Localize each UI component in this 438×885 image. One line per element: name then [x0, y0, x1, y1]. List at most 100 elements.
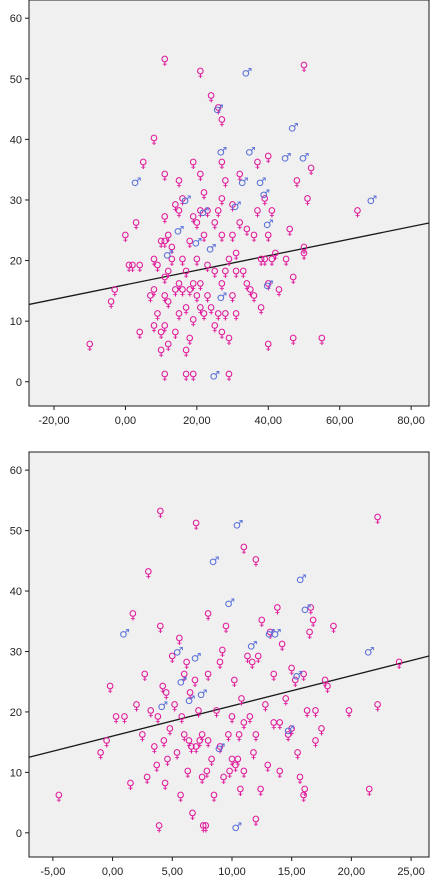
female-sign-icon: ♀ — [275, 765, 284, 779]
female-sign-icon: ♀ — [307, 163, 316, 177]
female-sign-icon: ♀ — [150, 254, 159, 268]
female-sign-icon: ♀ — [271, 248, 280, 262]
female-sign-icon: ♀ — [168, 651, 177, 665]
female-sign-icon: ♀ — [189, 211, 198, 225]
y-tick-label: 30 — [10, 646, 22, 658]
female-sign-icon: ♀ — [189, 278, 198, 292]
female-sign-icon: ♀ — [204, 608, 213, 622]
female-sign-icon: ♀ — [185, 332, 194, 346]
female-sign-icon: ♀ — [120, 711, 129, 725]
female-sign-icon: ♀ — [250, 229, 259, 243]
plot-area — [28, 451, 430, 858]
female-sign-icon: ♀ — [239, 266, 248, 280]
female-sign-icon: ♀ — [240, 765, 249, 779]
female-sign-icon: ♀ — [102, 735, 111, 749]
female-sign-icon: ♀ — [267, 205, 276, 219]
female-sign-icon: ♀ — [236, 784, 245, 798]
x-tick-label: 20,00 — [183, 415, 211, 427]
female-sign-icon: ♀ — [196, 278, 205, 292]
female-sign-icon: ♀ — [157, 235, 166, 249]
female-sign-icon: ♀ — [150, 320, 159, 334]
female-sign-icon: ♀ — [203, 260, 212, 274]
female-sign-icon: ♀ — [217, 114, 226, 128]
male-sign-icon: ♂ — [259, 187, 270, 201]
female-sign-icon: ♀ — [214, 102, 223, 116]
male-sign-icon: ♂ — [215, 741, 226, 755]
female-sign-icon: ♀ — [292, 175, 301, 189]
female-sign-icon: ♀ — [143, 771, 152, 785]
female-sign-icon: ♀ — [160, 272, 169, 286]
female-sign-icon: ♀ — [269, 669, 278, 683]
y-tick-label: 0 — [16, 377, 22, 389]
female-sign-icon: ♀ — [160, 290, 169, 304]
female-sign-icon: ♀ — [171, 326, 180, 340]
female-sign-icon: ♀ — [228, 199, 237, 213]
female-sign-icon: ♀ — [132, 699, 141, 713]
female-sign-icon: ♀ — [222, 620, 231, 634]
female-sign-icon: ♀ — [311, 735, 320, 749]
female-sign-icon: ♀ — [150, 132, 159, 146]
female-sign-icon: ♀ — [167, 241, 176, 255]
female-sign-icon: ♀ — [285, 223, 294, 237]
male-sign-icon: ♂ — [366, 193, 377, 207]
female-sign-icon: ♀ — [261, 699, 270, 713]
male-sign-icon: ♂ — [281, 151, 292, 165]
female-sign-icon: ♀ — [242, 278, 251, 292]
female-sign-icon: ♀ — [160, 169, 169, 183]
y-tick-label: 20 — [10, 707, 22, 719]
male-sign-icon: ♂ — [284, 723, 295, 737]
female-sign-icon: ♀ — [293, 747, 302, 761]
female-sign-icon: ♀ — [260, 193, 269, 207]
y-tick-label: 50 — [10, 74, 22, 86]
female-sign-icon: ♀ — [185, 235, 194, 249]
female-sign-icon: ♀ — [121, 229, 130, 243]
female-sign-icon: ♀ — [246, 284, 255, 298]
male-sign-icon: ♂ — [292, 669, 303, 683]
female-sign-icon: ♀ — [309, 614, 318, 628]
female-sign-icon: ♀ — [219, 771, 228, 785]
female-sign-icon: ♀ — [157, 344, 166, 358]
female-sign-icon: ♀ — [203, 765, 212, 779]
male-sign-icon: ♂ — [238, 175, 249, 189]
male-sign-icon: ♂ — [209, 554, 220, 568]
x-tick-label: -5,00 — [40, 866, 65, 878]
female-sign-icon: ♀ — [195, 735, 204, 749]
female-sign-icon: ♀ — [128, 260, 137, 274]
female-sign-icon: ♀ — [150, 284, 159, 298]
female-sign-icon: ♀ — [217, 326, 226, 340]
x-tick-label: -20,00 — [38, 415, 69, 427]
female-sign-icon: ♀ — [106, 681, 115, 695]
female-sign-icon: ♀ — [269, 717, 278, 731]
female-sign-icon: ♀ — [284, 729, 293, 743]
female-sign-icon: ♀ — [216, 741, 225, 755]
female-sign-icon: ♀ — [296, 771, 305, 785]
male-sign-icon: ♂ — [199, 205, 210, 219]
female-sign-icon: ♀ — [192, 741, 201, 755]
male-sign-icon: ♂ — [233, 518, 244, 532]
female-sign-icon: ♀ — [250, 290, 259, 304]
female-sign-icon: ♀ — [180, 729, 189, 743]
female-sign-icon: ♀ — [160, 235, 169, 249]
female-sign-icon: ♀ — [210, 320, 219, 334]
male-sign-icon: ♂ — [265, 626, 276, 640]
female-sign-icon: ♀ — [203, 290, 212, 304]
female-sign-icon: ♀ — [303, 193, 312, 207]
female-sign-icon: ♀ — [200, 187, 209, 201]
female-sign-icon: ♀ — [176, 790, 185, 804]
female-sign-icon: ♀ — [273, 602, 282, 616]
male-sign-icon: ♂ — [197, 687, 208, 701]
female-sign-icon: ♀ — [156, 505, 165, 519]
female-sign-icon: ♀ — [185, 735, 194, 749]
female-sign-icon: ♀ — [260, 254, 269, 268]
female-sign-icon: ♀ — [373, 511, 382, 525]
female-sign-icon: ♀ — [299, 790, 308, 804]
female-sign-icon: ♀ — [299, 669, 308, 683]
female-sign-icon: ♀ — [158, 681, 167, 695]
female-sign-icon: ♀ — [189, 314, 198, 328]
female-sign-icon: ♀ — [305, 626, 314, 640]
female-sign-icon: ♀ — [173, 747, 182, 761]
female-sign-icon: ♀ — [207, 90, 216, 104]
male-sign-icon: ♂ — [191, 651, 202, 665]
female-sign-icon: ♀ — [303, 705, 312, 719]
female-sign-icon: ♀ — [221, 175, 230, 189]
